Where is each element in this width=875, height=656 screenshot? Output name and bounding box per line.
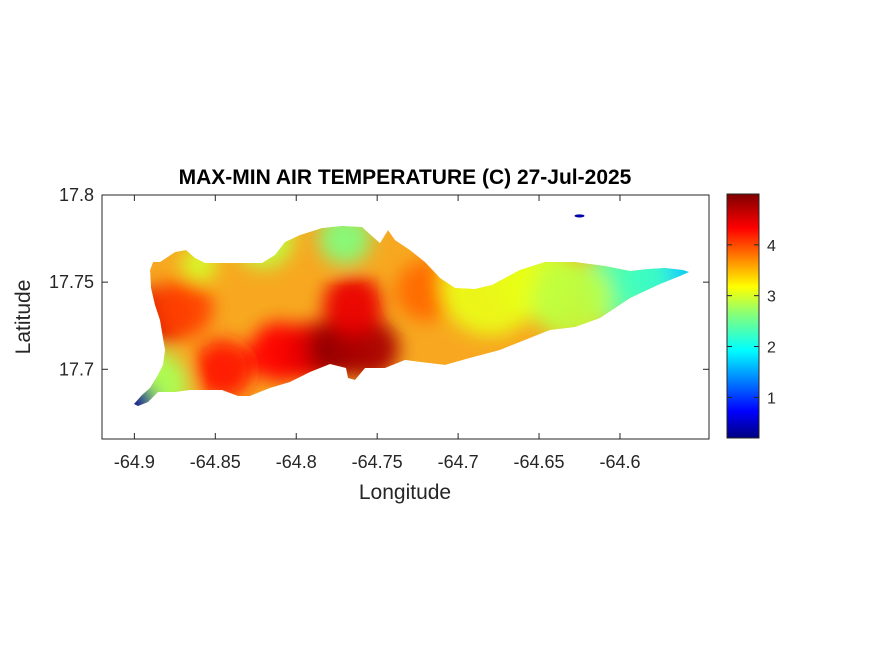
y-tick-label: 17.75 — [49, 272, 94, 292]
x-tick-label: -64.7 — [438, 452, 479, 472]
islet-marker — [574, 214, 585, 218]
gradient-zone-1 — [531, 259, 612, 340]
colorbar-tick-label: 1 — [767, 390, 776, 407]
gradient-zone-3 — [318, 226, 371, 265]
x-tick-label: -64.75 — [352, 452, 403, 472]
colorbar-tick-label: 4 — [767, 238, 776, 255]
x-tick-label: -64.9 — [114, 452, 155, 472]
hotspot-10 — [134, 382, 157, 406]
hotspot-7 — [322, 274, 383, 335]
hotspot-1 — [152, 278, 213, 339]
y-tick-label: 17.8 — [59, 185, 94, 205]
small-islands — [574, 214, 585, 218]
hotspot-2 — [193, 339, 254, 400]
x-axis-label: Longitude — [359, 481, 451, 504]
x-tick-label: -64.8 — [276, 452, 317, 472]
x-tick-label: -64.85 — [190, 452, 241, 472]
x-tick-label: -64.6 — [599, 452, 640, 472]
colorbar-ticks: 1 2 3 4 — [727, 238, 776, 407]
x-axis: -64.9 -64.85 -64.8 -64.75 -64.7 -64.65 -64.6 — [114, 195, 640, 472]
chart-title: MAX-MIN AIR TEMPERATURE (C) 27-Jul-2025 — [179, 166, 632, 189]
y-axis-label: Latitude — [12, 280, 35, 355]
colorbar-tick-label: 2 — [767, 340, 776, 357]
colorbar-tick-label: 3 — [767, 289, 776, 306]
y-axis: 17.7 17.75 17.8 — [49, 185, 709, 379]
y-tick-label: 17.7 — [59, 359, 94, 379]
colorbar — [726, 193, 760, 439]
x-tick-label: -64.65 — [514, 452, 565, 472]
